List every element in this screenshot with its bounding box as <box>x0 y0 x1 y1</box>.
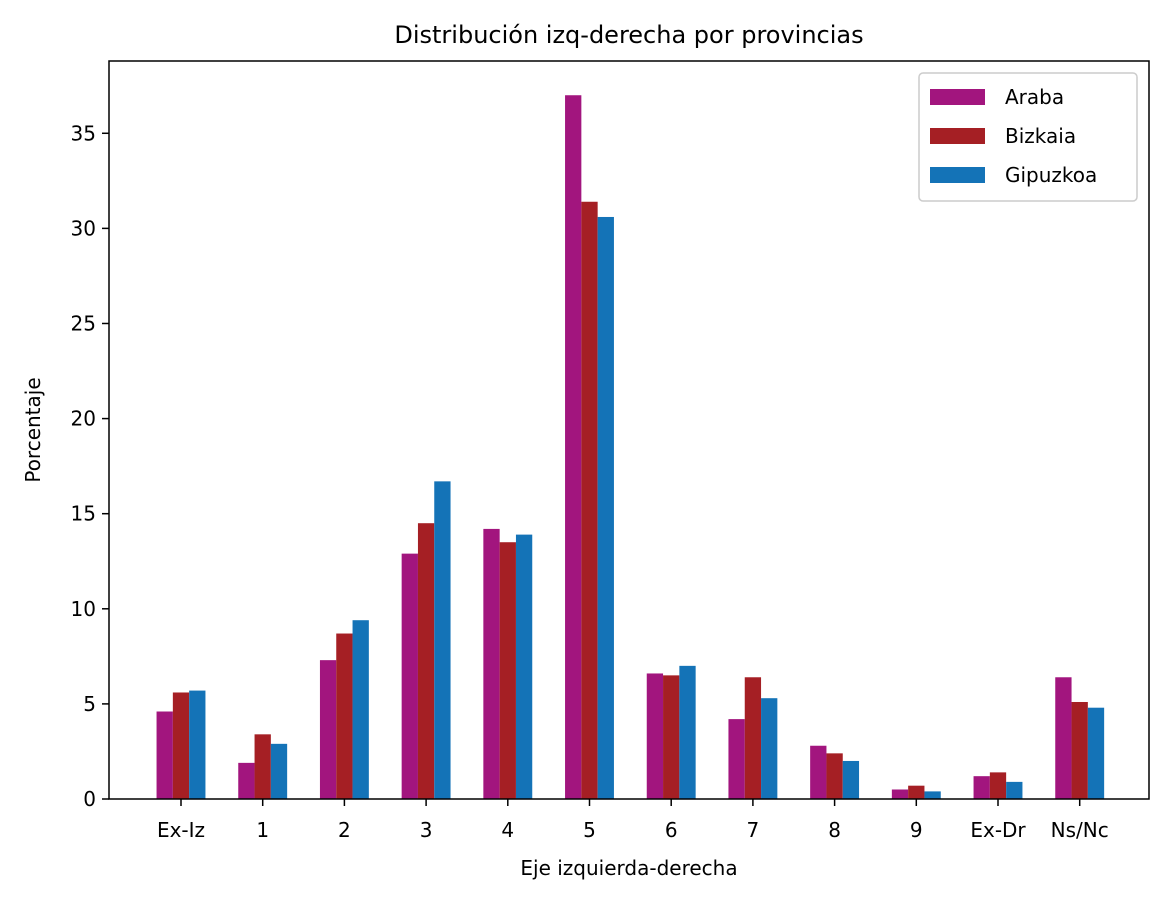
bar-bizkaia-10 <box>989 772 1007 799</box>
bar-araba-4 <box>483 528 500 799</box>
bar-araba-7 <box>728 719 745 799</box>
legend-label-araba: Araba <box>1005 85 1064 109</box>
x-tick-label: 1 <box>256 818 269 842</box>
bar-gipuzkoa-6 <box>679 665 696 799</box>
bar-araba-5 <box>565 95 582 799</box>
x-axis-title: Eje izquierda-derecha <box>520 856 737 880</box>
bar-bizkaia-9 <box>908 785 925 799</box>
bar-bizkaia-7 <box>744 677 762 799</box>
x-tick-label: Ns/Nc <box>1051 818 1109 842</box>
x-tick-label: 3 <box>420 818 433 842</box>
bar-bizkaia-5 <box>581 201 598 800</box>
x-tick-label: 7 <box>747 818 760 842</box>
y-tick-label: 5 <box>83 692 96 716</box>
x-tick-label: Ex-Dr <box>970 818 1026 842</box>
bar-bizkaia-8 <box>826 753 843 799</box>
y-tick-label: 0 <box>83 787 96 811</box>
bar-bizkaia-6 <box>663 675 680 799</box>
y-tick-label: 25 <box>71 311 96 335</box>
chart-title: Distribución izq-derecha por provincias <box>394 21 863 49</box>
bar-bizkaia-0 <box>172 692 190 799</box>
y-axis-title: Porcentaje <box>21 377 45 482</box>
bar-araba-3 <box>401 553 418 799</box>
x-axis: Ex-Iz 1 2 3 4 5 6 7 8 9 Ex-Dr Ns/Nc <box>157 799 1109 842</box>
x-tick-label: 6 <box>665 818 678 842</box>
bar-bizkaia-2 <box>336 633 353 799</box>
bars-group <box>156 95 1105 800</box>
y-tick-label: 35 <box>71 121 96 145</box>
legend-label-gipuzkoa: Gipuzkoa <box>1005 163 1097 187</box>
bar-bizkaia-1 <box>254 734 271 799</box>
x-tick-label: 9 <box>910 818 923 842</box>
bar-gipuzkoa-3 <box>434 481 451 799</box>
plot-frame <box>108 60 1150 800</box>
bar-gipuzkoa-2 <box>352 620 369 799</box>
bar-gipuzkoa-8 <box>842 760 860 799</box>
bar-araba-11 <box>1055 677 1072 799</box>
bar-araba-0 <box>156 711 173 799</box>
bar-gipuzkoa-10 <box>1006 781 1023 799</box>
bar-bizkaia-3 <box>417 523 435 799</box>
y-axis: 0 5 10 15 20 25 30 35 <box>71 121 109 811</box>
bar-bizkaia-4 <box>499 542 516 799</box>
bar-gipuzkoa-1 <box>270 743 288 799</box>
y-tick-label: 30 <box>71 216 96 240</box>
bar-bizkaia-11 <box>1071 701 1088 799</box>
x-tick-label: 5 <box>583 818 596 842</box>
bar-araba-2 <box>319 660 337 799</box>
bar-araba-6 <box>646 673 664 799</box>
x-tick-label: 2 <box>338 818 351 842</box>
bar-gipuzkoa-4 <box>515 534 533 799</box>
y-tick-label: 10 <box>71 597 96 621</box>
legend: Araba Bizkaia Gipuzkoa <box>918 72 1138 202</box>
bar-araba-9 <box>891 789 909 799</box>
legend-label-bizkaia: Bizkaia <box>1005 124 1076 148</box>
legend-swatch-bizkaia <box>930 128 985 144</box>
legend-swatch-gipuzkoa <box>930 167 985 183</box>
x-tick-label: 4 <box>501 818 514 842</box>
legend-swatch-araba <box>930 89 985 105</box>
bar-araba-8 <box>810 745 827 799</box>
bar-gipuzkoa-7 <box>761 698 778 799</box>
x-tick-label: 8 <box>828 818 841 842</box>
y-tick-label: 20 <box>71 407 96 431</box>
bar-gipuzkoa-11 <box>1087 707 1105 799</box>
bar-araba-10 <box>973 776 990 799</box>
bar-araba-1 <box>238 762 255 799</box>
y-tick-label: 15 <box>71 502 96 526</box>
bar-gipuzkoa-9 <box>924 791 941 799</box>
bar-gipuzkoa-0 <box>189 690 206 799</box>
x-tick-label: Ex-Iz <box>157 818 205 842</box>
bar-gipuzkoa-5 <box>597 216 614 800</box>
